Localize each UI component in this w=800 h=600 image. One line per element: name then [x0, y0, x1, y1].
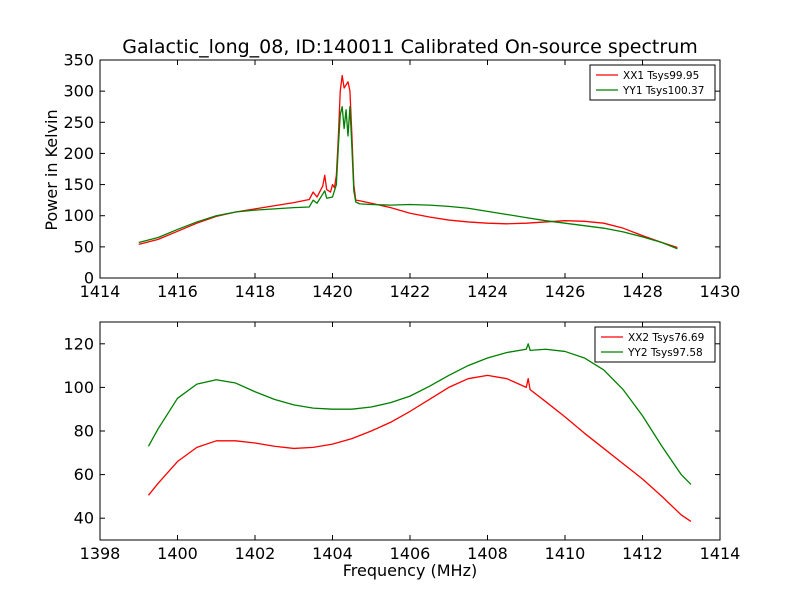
- legend: XX1 Tsys99.95 YY1 Tsys100.37: [589, 64, 716, 101]
- x-tick-label: 1426: [545, 282, 586, 301]
- legend-box: [594, 326, 716, 363]
- y-tick-label: 120: [63, 334, 94, 353]
- y-tick-label: 0: [84, 269, 94, 288]
- y-tick-label: 300: [63, 82, 94, 101]
- y-tick-label: 40: [74, 509, 94, 528]
- legend-label-1: XX1 Tsys99.95: [623, 70, 699, 82]
- legend-box: [589, 64, 716, 101]
- x-tick-label: 1408: [467, 544, 508, 563]
- legend-label-1: XX2 Tsys76.69: [628, 332, 704, 344]
- y-tick-label: 100: [63, 378, 94, 397]
- x-tick-label: 1402: [235, 544, 276, 563]
- x-tick-label: 1416: [157, 282, 198, 301]
- x-tick-label: 1428: [622, 282, 663, 301]
- x-tick-label: 1410: [545, 544, 586, 563]
- series-line-2: [138, 106, 678, 250]
- series-line-2: [147, 343, 692, 485]
- y-axis-label: Power in Kelvin: [42, 109, 61, 230]
- x-tick-label: 1430: [700, 282, 741, 301]
- chart-bottom: Frequency (MHz) 1398 1400 1402 1404 1406 1408…: [63, 321, 740, 580]
- x-tick-label: 1418: [235, 282, 276, 301]
- chart-top: Galactic_long_08, ID:140011 Calibrated O…: [42, 36, 740, 301]
- y-tick-label: 60: [74, 465, 94, 484]
- y-tick-label: 50: [74, 237, 94, 256]
- y-tick-label: 250: [63, 113, 94, 132]
- legend-label-2: YY2 Tsys97.58: [627, 347, 703, 359]
- ticks: 1398 1400 1402 1404 1406 1408 1410 1412 1414 40 60…: [63, 322, 740, 563]
- y-tick-label: 350: [63, 51, 94, 70]
- legend-label-2: YY1 Tsys100.37: [622, 85, 704, 97]
- x-tick-label: 1406: [390, 544, 431, 563]
- x-tick-label: 1420: [312, 282, 353, 301]
- x-tick-label: 1412: [622, 544, 663, 563]
- series-line-1: [138, 74, 678, 249]
- x-tick-label: 1422: [390, 282, 431, 301]
- legend: XX2 Tsys76.69 YY2 Tsys97.58: [594, 326, 716, 363]
- y-tick-label: 200: [63, 144, 94, 163]
- x-tick-label: 1414: [80, 282, 121, 301]
- series-line-1: [147, 374, 692, 523]
- y-tick-label: 80: [74, 422, 94, 441]
- chart-title: Galactic_long_08, ID:140011 Calibrated O…: [122, 36, 698, 58]
- x-tick-label: 1414: [700, 544, 741, 563]
- y-tick-label: 100: [63, 206, 94, 225]
- x-tick-label: 1400: [157, 544, 198, 563]
- x-tick-label: 1398: [80, 544, 121, 563]
- y-tick-label: 150: [63, 175, 94, 194]
- ticks: 1414 1416 1418 1420 1422 1424 1426 1428 1430 0 50 1…: [63, 51, 740, 302]
- x-tick-label: 1424: [467, 282, 508, 301]
- x-axis-label: Frequency (MHz): [343, 561, 477, 580]
- x-tick-label: 1404: [312, 544, 353, 563]
